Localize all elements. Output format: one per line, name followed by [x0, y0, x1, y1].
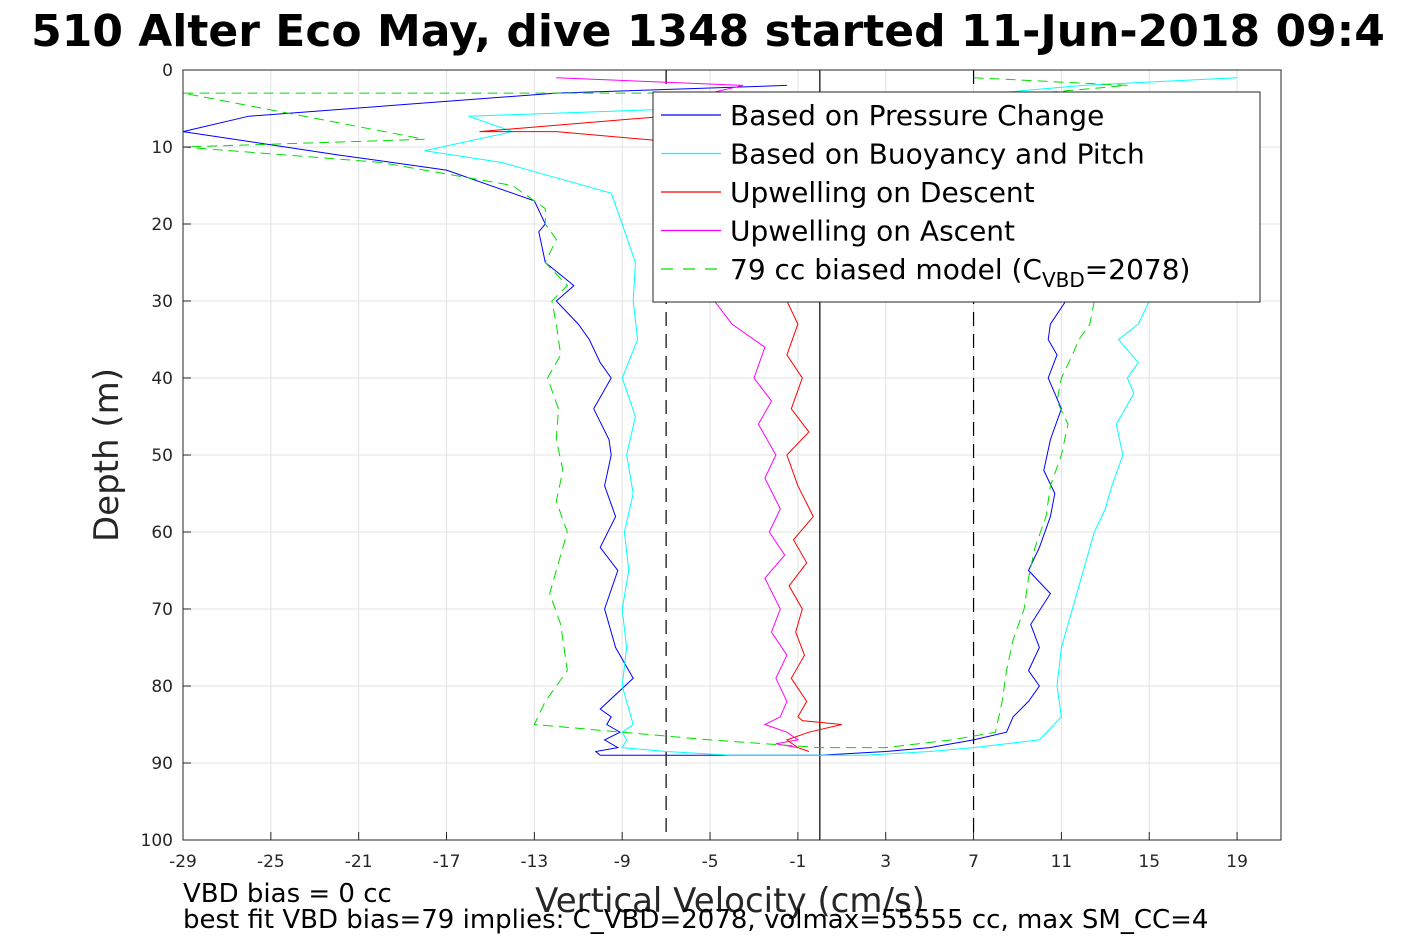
legend-label: Based on Pressure Change	[730, 99, 1104, 132]
series-line	[479, 115, 842, 752]
axis-ticks: -29 -25 -21 -17 -13 -9 -5 -1 3 7 11 15 1901020304050…	[141, 61, 1248, 872]
x-tick-label: -21	[345, 852, 373, 872]
y-tick-label: 100	[141, 831, 173, 851]
x-tick-label: -5	[702, 852, 719, 872]
legend-box	[652, 91, 1261, 303]
plot-series	[182, 77, 1238, 756]
x-tick-label: 11	[1051, 852, 1073, 872]
legend-label: 79 cc biased model (CVBD=2078)	[730, 253, 1190, 292]
chart-title: 510 Alter Eco May, dive 1348 started 11-…	[31, 6, 1385, 57]
x-tick-label: -13	[520, 852, 548, 872]
x-tick-label: -9	[614, 852, 631, 872]
y-tick-label: 20	[151, 215, 173, 235]
legend-label: Upwelling on Ascent	[730, 215, 1015, 248]
x-tick-label: -25	[257, 852, 285, 872]
vbd-bias-note: VBD bias = 0 cc	[183, 879, 392, 909]
y-tick-label: 30	[151, 292, 173, 312]
x-tick-label: -1	[789, 852, 806, 872]
y-tick-label: 0	[162, 61, 173, 81]
legend-label: Upwelling on Descent	[730, 176, 1035, 209]
series-line	[424, 77, 1238, 756]
legend-label: Based on Buoyancy and Pitch	[730, 138, 1145, 171]
y-tick-label: 50	[151, 446, 173, 466]
series-line	[182, 77, 1172, 749]
y-tick-label: 10	[151, 138, 173, 158]
x-tick-label: 3	[880, 852, 891, 872]
x-tick-label: -29	[169, 852, 197, 872]
y-tick-label: 40	[151, 369, 173, 389]
x-tick-label: 19	[1226, 852, 1248, 872]
legend: Based on Pressure Change Based on Buoyanc…	[652, 91, 1261, 303]
best-fit-note: best fit VBD bias=79 implies: C_VBD=2078…	[183, 905, 1208, 935]
series-line	[182, 84, 1073, 756]
x-tick-label: 7	[968, 852, 979, 872]
x-tick-label: -17	[433, 852, 461, 872]
series-line	[556, 77, 800, 749]
y-tick-label: 70	[151, 600, 173, 620]
y-axis-label: Depth (m)	[87, 368, 127, 542]
x-tick-label: 15	[1138, 852, 1160, 872]
x-axis-label: Vertical Velocity (cm/s)	[535, 881, 925, 921]
y-tick-label: 60	[151, 523, 173, 543]
y-tick-label: 90	[151, 754, 173, 774]
y-tick-label: 80	[151, 677, 173, 697]
